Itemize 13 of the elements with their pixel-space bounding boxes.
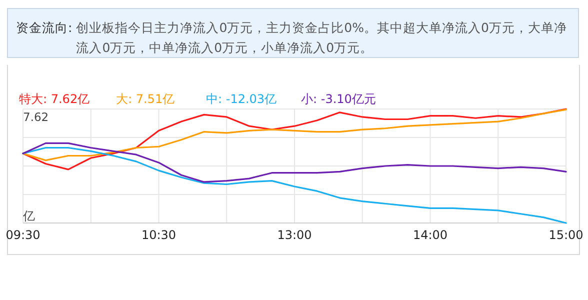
text: 小: -3.10亿元	[301, 92, 376, 106]
chart-title: 资金流向:	[16, 19, 72, 37]
text: 大: 7.51亿	[116, 92, 175, 106]
annotation: 7.62	[23, 110, 49, 124]
y-axis-title: 亿	[22, 209, 35, 223]
x-tick-label: 15:00	[548, 228, 584, 242]
x-tick-label: 09:30	[6, 228, 40, 242]
x-tick-label: 13:00	[277, 228, 312, 242]
x-tick-label: 14:00	[412, 228, 448, 242]
text: 中: -12.03亿	[206, 92, 277, 106]
text: 特大: 7.62亿	[19, 92, 90, 106]
chart-subtitle: 创业板指今日主力净流入0万元，主力资金占比0%。其中超大单净流入0万元，大单净流入0万元，中单净流入0万元，小单净流入0万元。	[76, 19, 568, 57]
x-tick-label: 10:30	[141, 228, 176, 242]
